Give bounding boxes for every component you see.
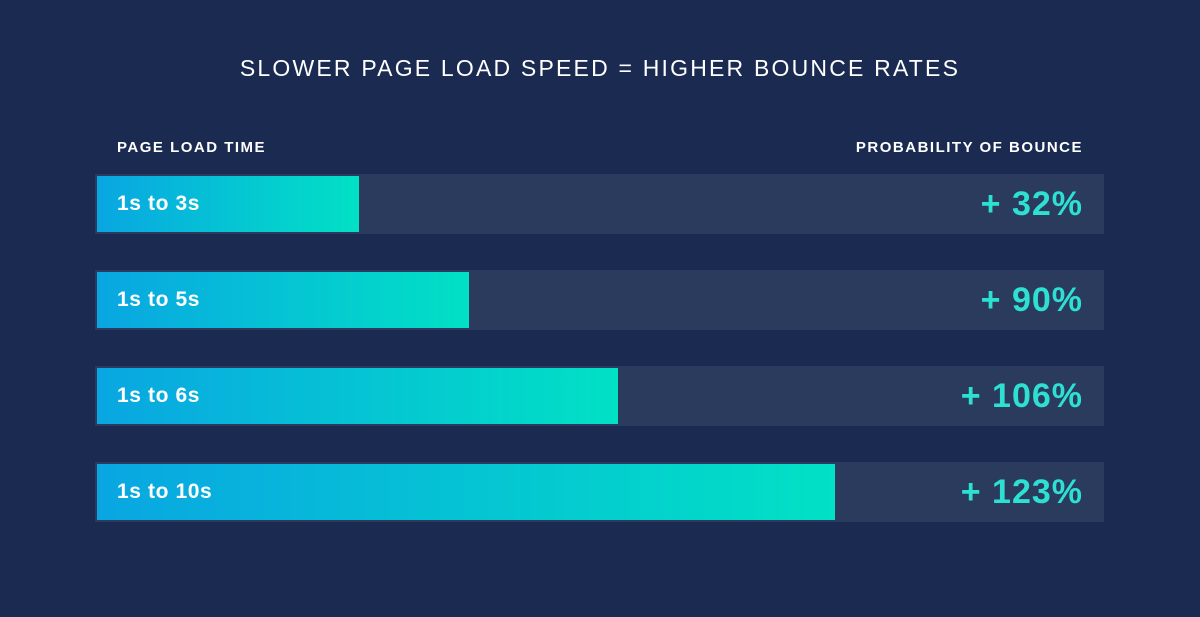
- bar-row: 1s to 6s + 106%: [95, 366, 1104, 426]
- bar-track: 1s to 5s + 90%: [95, 270, 1104, 330]
- column-header-page-load-time: PAGE LOAD TIME: [117, 139, 267, 156]
- bar-value-label: + 106%: [960, 376, 1083, 415]
- bar-rows: 1s to 3s + 32% 1s to 5s + 90% 1s to 6s +…: [95, 174, 1104, 522]
- bar-value-label: + 123%: [960, 472, 1083, 511]
- bar-fill: 1s to 3s: [97, 176, 360, 232]
- bar-category-label: 1s to 5s: [117, 288, 201, 311]
- bar-value-label: + 90%: [980, 280, 1083, 319]
- bar-row: 1s to 10s + 123%: [95, 462, 1104, 522]
- chart-content: PAGE LOAD TIME PROBABILITY OF BOUNCE 1s …: [95, 140, 1104, 522]
- bar-row: 1s to 3s + 32%: [95, 174, 1104, 234]
- bounce-rate-infographic: SLOWER PAGE LOAD SPEED = HIGHER BOUNCE R…: [0, 54, 1200, 522]
- column-headers: PAGE LOAD TIME PROBABILITY OF BOUNCE: [95, 140, 1104, 156]
- page: { "title": "SLOWER PAGE LOAD SPEED = HIG…: [0, 54, 1200, 617]
- bar-value-label: + 32%: [980, 184, 1083, 223]
- bar-fill: 1s to 5s: [97, 272, 470, 328]
- bar-category-label: 1s to 10s: [117, 480, 213, 503]
- bar-category-label: 1s to 3s: [117, 192, 201, 215]
- chart-title: SLOWER PAGE LOAD SPEED = HIGHER BOUNCE R…: [239, 55, 961, 81]
- bar-category-label: 1s to 6s: [117, 384, 201, 407]
- bar-track: 1s to 3s + 32%: [95, 174, 1104, 234]
- bar-row: 1s to 5s + 90%: [95, 270, 1104, 330]
- bar-fill: 1s to 6s: [97, 368, 618, 424]
- bar-track: 1s to 10s + 123%: [95, 462, 1104, 522]
- bar-fill: 1s to 10s: [97, 464, 835, 520]
- column-header-probability-of-bounce: PROBABILITY OF BOUNCE: [855, 139, 1083, 156]
- bar-track: 1s to 6s + 106%: [95, 366, 1104, 426]
